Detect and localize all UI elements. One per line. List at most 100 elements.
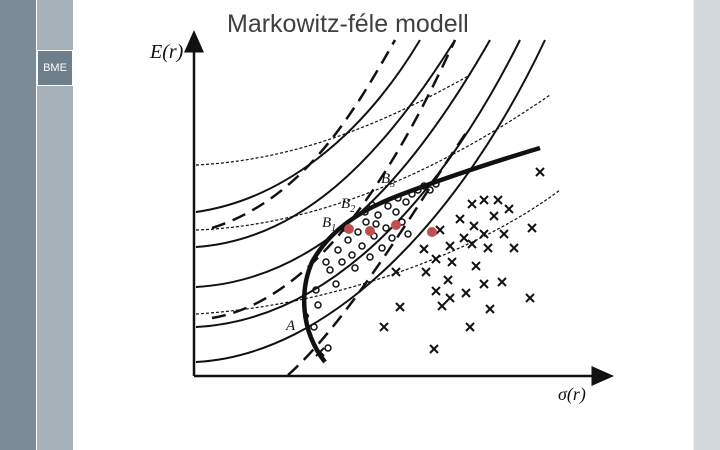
asset-cross: [459, 233, 469, 243]
optimal-point-b2: [365, 226, 375, 236]
sidebar-divider: [36, 0, 37, 450]
slide-title: Markowitz-féle modell: [227, 10, 469, 38]
portfolio-circle: [366, 253, 374, 261]
dotted-curve-1: [195, 74, 471, 166]
right-divider: [693, 0, 694, 450]
optimal-points: [303, 220, 437, 319]
portfolio-circle: [402, 198, 410, 206]
optimal-point-extra: [427, 227, 437, 237]
dotted-curve-3: [195, 189, 561, 315]
asset-cross: [504, 204, 514, 214]
indifference-curve-2: [195, 39, 456, 248]
asset-cross: [527, 223, 537, 233]
asset-cross: [489, 211, 499, 221]
asset-cross: [483, 243, 493, 253]
portfolio-circle: [426, 186, 434, 194]
logo-badge: BME: [37, 50, 73, 86]
indifference-curve-5: [195, 39, 546, 363]
sidebar-dark-strip: [0, 0, 36, 450]
portfolio-circle: [378, 244, 386, 252]
portfolio-circle: [414, 186, 422, 194]
portfolio-circle: [372, 220, 380, 228]
asset-cross: [499, 229, 509, 239]
indifference-curve-4: [195, 39, 521, 328]
asset-cross: [379, 322, 389, 332]
portfolio-circle: [348, 251, 356, 259]
portfolio-circle: [394, 194, 402, 202]
portfolio-circle: [354, 228, 362, 236]
asset-cross: [465, 322, 475, 332]
asset-cross: [421, 267, 431, 277]
asset-cross: [455, 214, 465, 224]
indifference-curves-solid: [195, 39, 546, 363]
asset-cross: [479, 279, 489, 289]
logo-text: BME: [43, 62, 67, 74]
asset-cross: [467, 199, 477, 209]
portfolio-circle: [334, 246, 342, 254]
asset-cross: [509, 243, 519, 253]
indifference-curves-dotted: [195, 74, 561, 315]
portfolio-circle: [322, 258, 330, 266]
asset-cross: [485, 304, 495, 314]
asset-cross: [391, 267, 401, 277]
portfolio-circle: [432, 180, 440, 188]
asset-cross: [435, 225, 445, 235]
asset-crosses: [315, 167, 545, 357]
portfolio-circle: [420, 182, 428, 190]
portfolio-circle: [362, 218, 370, 226]
portfolio-circle: [384, 202, 392, 210]
asset-cross: [443, 275, 453, 285]
asset-cross: [445, 293, 455, 303]
asset-cross: [461, 288, 471, 298]
asset-cross: [479, 229, 489, 239]
asset-cross: [419, 244, 429, 254]
asset-cross: [395, 302, 405, 312]
asset-cross: [429, 344, 439, 354]
portfolio-circle: [388, 234, 396, 242]
right-strip: [694, 0, 720, 450]
portfolio-circle: [344, 236, 352, 244]
portfolio-circle: [332, 280, 340, 288]
portfolio-circle: [324, 344, 332, 352]
portfolio-circle: [374, 211, 382, 219]
optimal-point-b1: [344, 224, 354, 234]
asset-cross: [525, 293, 535, 303]
asset-cross: [471, 261, 481, 271]
portfolio-circle: [404, 230, 412, 238]
dashed-curve-1: [211, 39, 397, 230]
asset-cross: [535, 167, 545, 177]
point-label-b2: B2: [341, 196, 355, 215]
portfolio-circle: [368, 201, 376, 209]
portfolio-circle: [310, 323, 318, 331]
point-label-b1: B1: [322, 215, 336, 234]
dashed-curve-3: [287, 129, 470, 376]
portfolio-circle: [361, 208, 369, 216]
asset-cross: [431, 254, 441, 264]
asset-cross: [467, 239, 477, 249]
asset-cross: [479, 195, 489, 205]
asset-cross: [315, 347, 325, 357]
asset-cross: [493, 195, 503, 205]
x-axis-label: σ(r): [558, 384, 586, 405]
portfolio-circle: [338, 258, 346, 266]
asset-cross: [431, 286, 441, 296]
portfolio-circle: [358, 242, 366, 250]
asset-cross: [445, 241, 455, 251]
portfolio-circle: [326, 266, 334, 274]
asset-cross: [469, 221, 479, 231]
y-axis-label: E(r): [149, 41, 184, 63]
point-label-a: A: [285, 318, 296, 334]
indifference-curves-dashed: [211, 39, 470, 376]
portfolio-circle: [392, 208, 400, 216]
optimal-point-b3: [391, 220, 401, 230]
efficient-frontier: [302, 145, 541, 364]
portfolio-circle: [351, 264, 359, 272]
asset-cross: [497, 277, 507, 287]
point-label-b3: B3: [381, 171, 395, 190]
portfolio-circles: [310, 180, 440, 352]
portfolio-circle: [408, 190, 416, 198]
dotted-curve-2: [195, 94, 551, 231]
portfolio-circle: [312, 286, 320, 294]
asset-cross: [447, 257, 457, 267]
portfolio-circle: [382, 224, 390, 232]
